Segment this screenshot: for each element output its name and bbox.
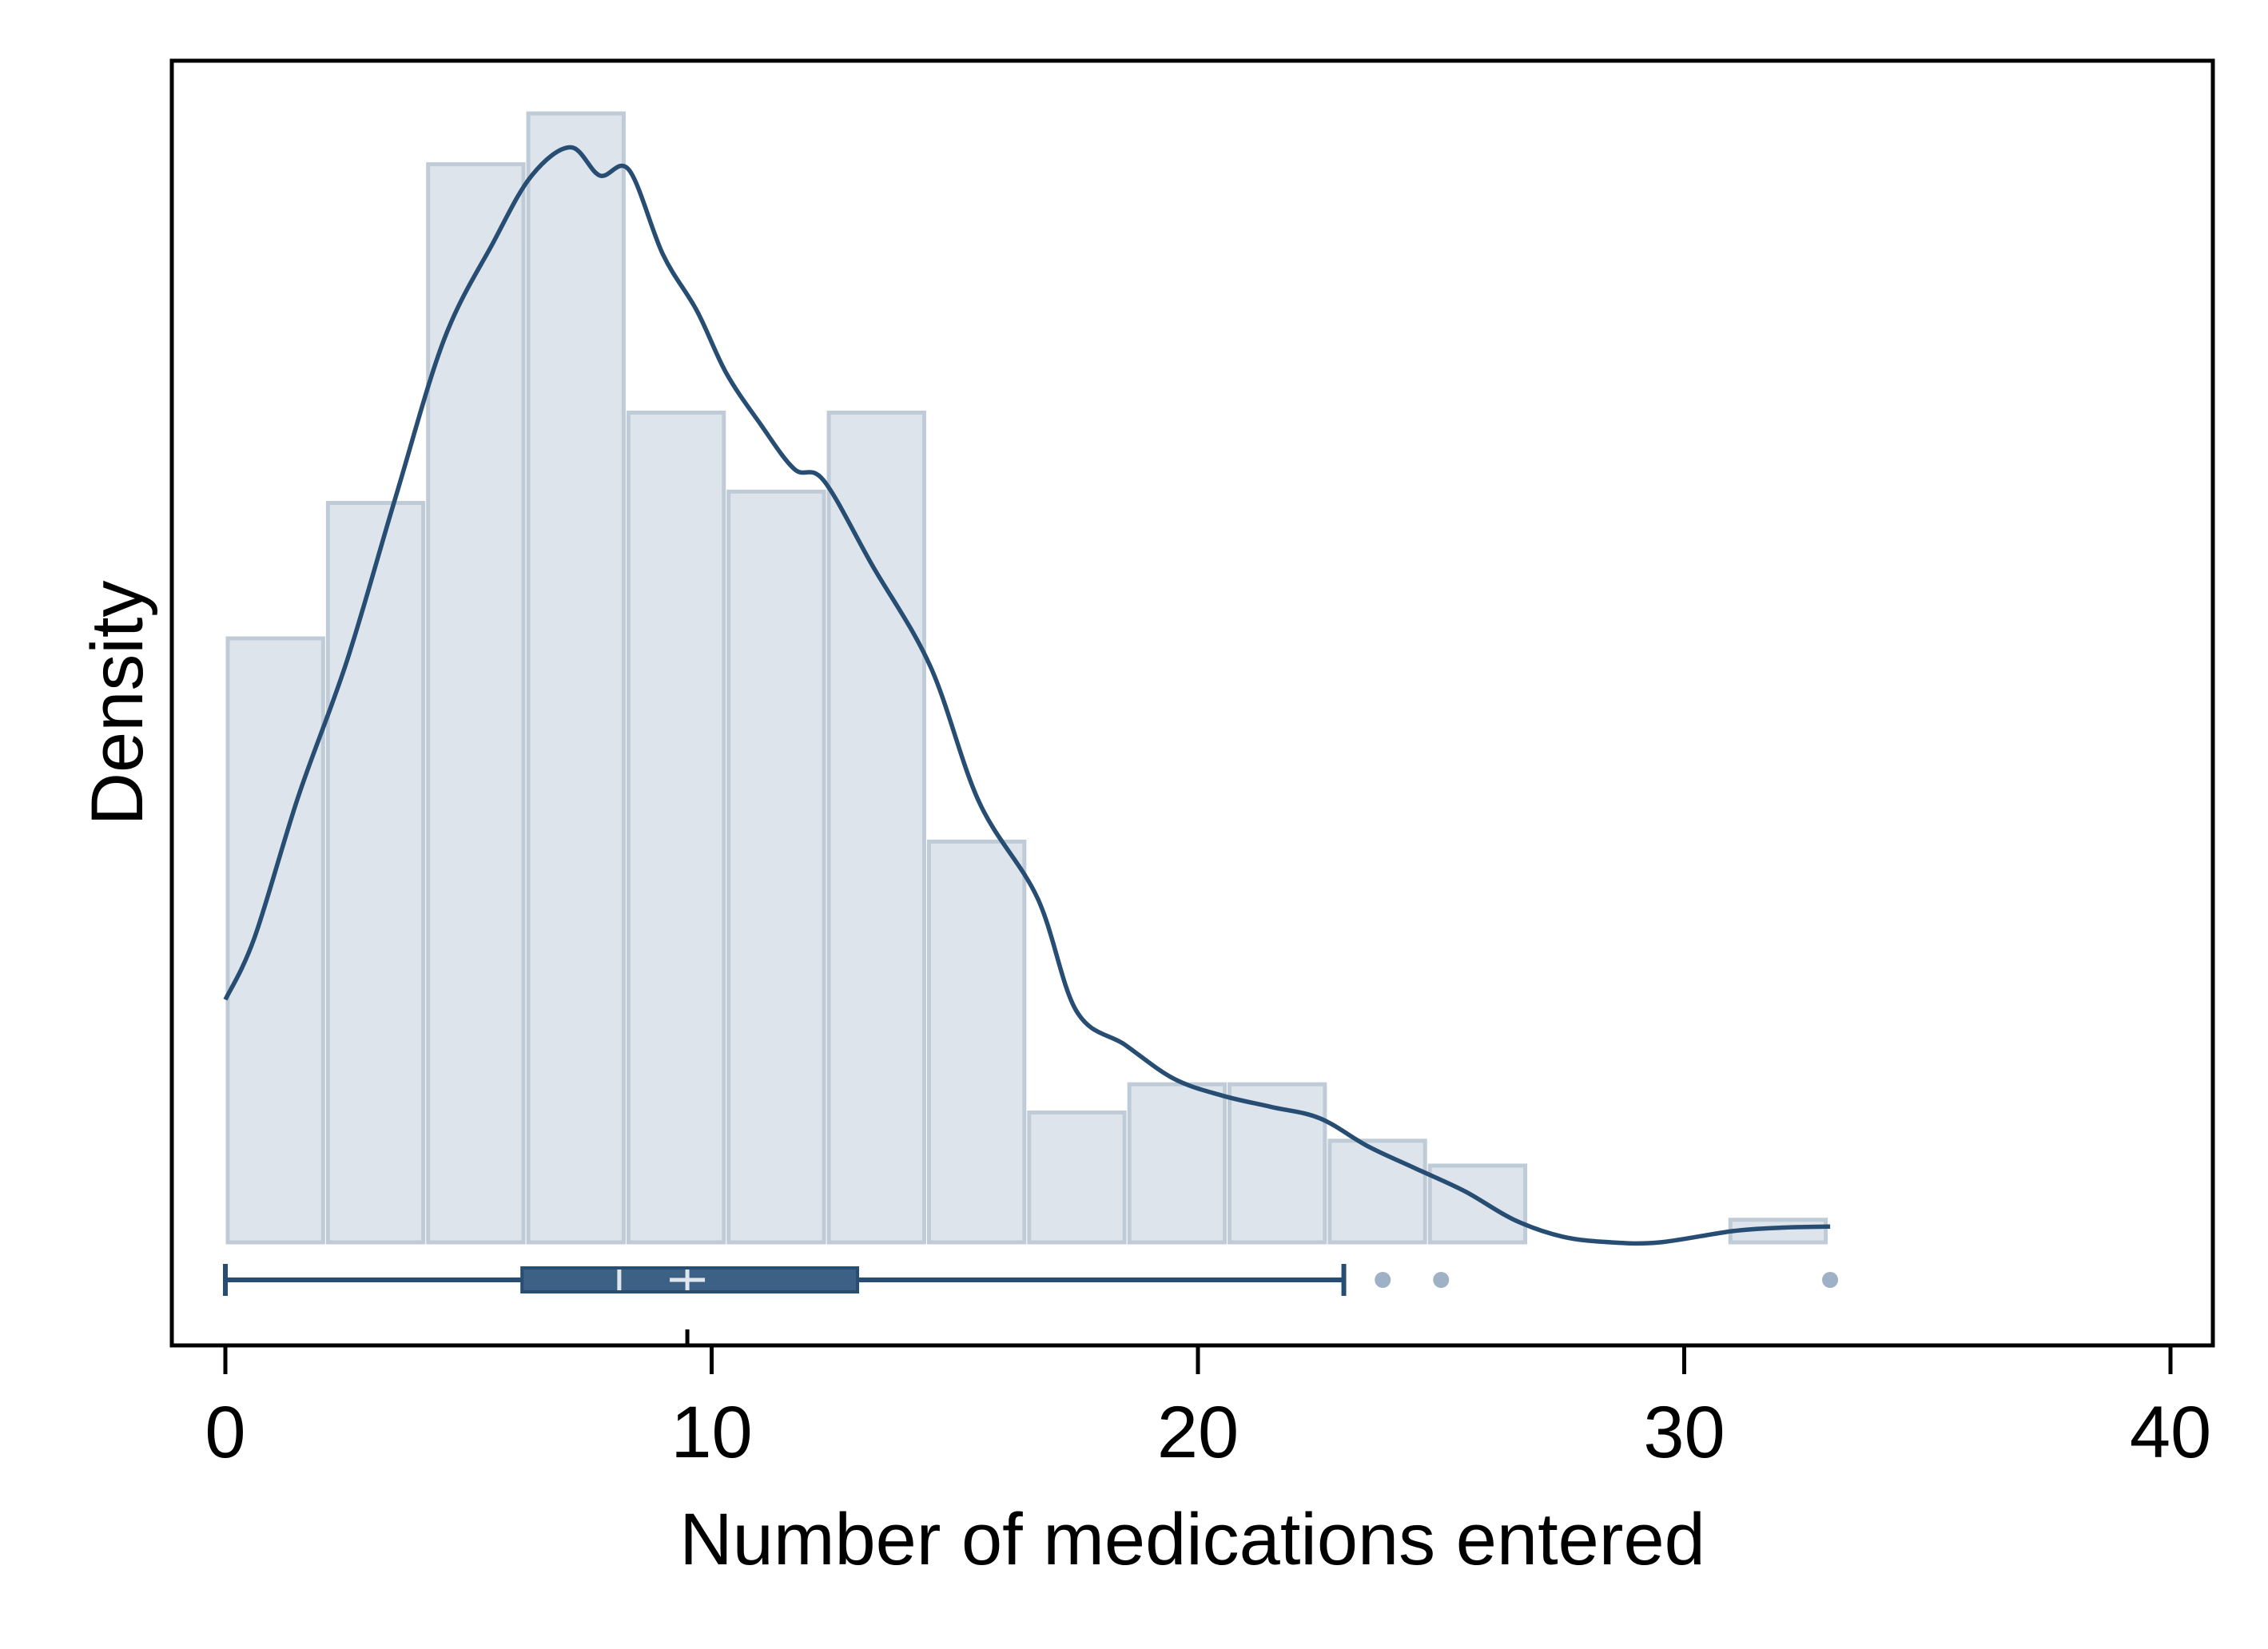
x-tick-label-40: 40 [2130, 1392, 2211, 1473]
x-tick-label-0: 0 [205, 1392, 245, 1473]
boxplot-outlier-1 [1375, 1272, 1391, 1288]
histogram-bar-7 [826, 410, 926, 1245]
histogram-bar-12 [1327, 1138, 1427, 1245]
x-tick-label-10: 10 [670, 1392, 752, 1473]
histogram-bar-13 [1427, 1163, 1528, 1245]
histogram-bars [225, 111, 1828, 1245]
plot-frame [169, 58, 2215, 1348]
boxplot [223, 1264, 1839, 1296]
histogram-bar-10 [1127, 1082, 1228, 1245]
kde-layer [223, 145, 1831, 1246]
boxplot-outlier-3 [1822, 1272, 1839, 1288]
histogram-bar-3 [426, 162, 526, 1245]
y-axis-label: Density [77, 581, 158, 826]
x-tick-label-20: 20 [1157, 1392, 1239, 1473]
kde-curve [223, 145, 1831, 1246]
histogram-bar-2 [325, 500, 426, 1245]
x-axis-label: Number of medications entered [679, 1499, 1705, 1580]
histogram-bar-6 [726, 489, 826, 1245]
histogram-bar-5 [626, 410, 726, 1245]
x-tick-label-30: 30 [1643, 1392, 1725, 1473]
boxplot-outlier-2 [1433, 1272, 1450, 1288]
histogram-bar-8 [926, 839, 1027, 1245]
histogram-bar-11 [1228, 1082, 1327, 1245]
x-axis: 0 10 20 30 40 [205, 1329, 2211, 1473]
histogram-bar-1 [225, 636, 325, 1245]
histogram-bar-4 [526, 111, 626, 1245]
histogram-bar-9 [1027, 1111, 1127, 1245]
